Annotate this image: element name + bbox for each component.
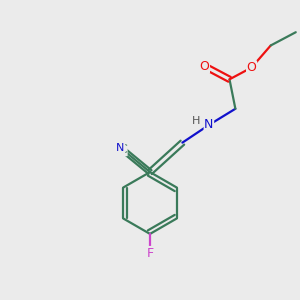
Text: O: O — [247, 61, 256, 74]
Text: N: N — [204, 118, 214, 131]
Text: O: O — [200, 60, 209, 73]
Text: N: N — [116, 143, 125, 153]
Text: H: H — [192, 116, 201, 126]
Text: C: C — [118, 142, 127, 156]
Text: F: F — [146, 247, 154, 260]
